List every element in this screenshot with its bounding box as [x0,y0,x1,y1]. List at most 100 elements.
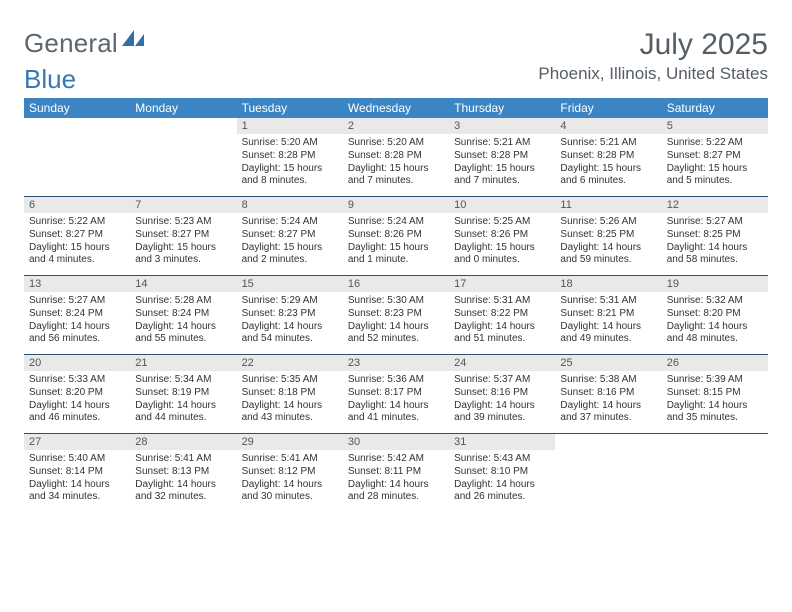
sunset-text: Sunset: 8:19 PM [135,387,231,400]
daylight-line1: Daylight: 14 hours [29,400,125,413]
daylight-line2: and 41 minutes. [348,412,444,425]
daylight-line1: Daylight: 15 hours [560,163,656,176]
sunset-text: Sunset: 8:25 PM [560,229,656,242]
sunrise-text: Sunrise: 5:34 AM [135,374,231,387]
sunset-text: Sunset: 8:28 PM [242,150,338,163]
day-number: 30 [343,434,449,450]
daylight-line2: and 5 minutes. [667,175,763,188]
day-header-friday: Friday [555,98,661,118]
daylight-line2: and 30 minutes. [242,491,338,504]
day-cell: Sunrise: 5:23 AMSunset: 8:27 PMDaylight:… [130,213,236,275]
daynum-row: 13141516171819 [24,276,768,292]
day-cell: Sunrise: 5:25 AMSunset: 8:26 PMDaylight:… [449,213,555,275]
daybody-row: Sunrise: 5:27 AM Sunset: 8:24 PM Daylight:… [24,292,768,354]
daylight-line1: Daylight: 14 hours [454,400,550,413]
day-cell-blank [24,134,130,196]
calendar: SundayMondayTuesdayWednesdayThursdayFrid… [24,98,768,512]
sunset-text: Sunset: 8:24 PM [135,308,231,321]
sunset-text: Sunset: 8:26 PM [454,229,550,242]
sunset-text: Sunset: 8:20 PM [29,387,125,400]
sunrise-text: Sunrise: 5:41 AM [242,453,338,466]
daylight-line2: and 51 minutes. [454,333,550,346]
daylight-line1: Daylight: 14 hours [667,242,763,255]
day-number: 25 [555,355,661,371]
day-number: 6 [24,197,130,213]
daylight-line2: and 58 minutes. [667,254,763,267]
daylight-line1: Daylight: 14 hours [242,321,338,334]
sunrise-text: Sunrise: 5:35 AM [242,374,338,387]
logo: General [24,28,146,59]
day-number: 28 [130,434,236,450]
daylight-line2: and 52 minutes. [348,333,444,346]
daylight-line2: and 7 minutes. [454,175,550,188]
sunset-text: Sunset: 8:16 PM [454,387,550,400]
day-number: 23 [343,355,449,371]
daylight-line1: Daylight: 15 hours [348,163,444,176]
sunset-text: Sunset: 8:10 PM [454,466,550,479]
day-number: 15 [237,276,343,292]
daylight-line1: Daylight: 14 hours [454,479,550,492]
day-number: 9 [343,197,449,213]
sunrise-text: Sunrise: 5:37 AM [454,374,550,387]
week-2: 6789101112Sunrise: 5:22 AMSunset: 8:27 P… [24,196,768,275]
day-header-saturday: Saturday [662,98,768,118]
daynum-row: 6789101112 [24,197,768,213]
day-cell: Sunrise: 5:37 AMSunset: 8:16 PMDaylight:… [449,371,555,433]
daylight-line2: and 28 minutes. [348,491,444,504]
day-number-blank [555,434,661,450]
sunrise-text: Sunrise: 5:38 AM [560,374,656,387]
day-number: 3 [449,118,555,134]
sunset-text: Sunset: 8:22 PM [454,308,550,321]
daylight-line1: Daylight: 15 hours [242,242,338,255]
daylight-line1: Daylight: 15 hours [29,242,125,255]
day-cell: Sunrise: 5:31 AMSunset: 8:22 PMDaylight:… [449,292,555,354]
logo-text-general: General [24,28,118,59]
week-5: 2728293031Sunrise: 5:40 AMSunset: 8:14 P… [24,433,768,512]
sunset-text: Sunset: 8:17 PM [348,387,444,400]
sunset-text: Sunset: 8:23 PM [348,308,444,321]
daylight-line1: Daylight: 15 hours [242,163,338,176]
day-number-blank [130,118,236,134]
daylight-line2: and 44 minutes. [135,412,231,425]
day-number: 14 [130,276,236,292]
day-cell: Sunrise: 5:24 AMSunset: 8:26 PMDaylight:… [343,213,449,275]
day-cell: Sunrise: 5:38 AMSunset: 8:16 PMDaylight:… [555,371,661,433]
sunrise-text: Sunrise: 5:27 AM [667,216,763,229]
daynum-row: 2728293031 [24,434,768,450]
daylight-line2: and 43 minutes. [242,412,338,425]
sunrise-text: Sunrise: 5:39 AM [667,374,763,387]
logo-sail-icon [120,24,146,55]
daynum-row: 12345 [24,118,768,134]
daybody-row: Sunrise: 5:33 AMSunset: 8:20 PMDaylight:… [24,371,768,433]
sunrise-text: Sunrise: 5:36 AM [348,374,444,387]
sunset-text: Sunset: 8:11 PM [348,466,444,479]
sunrise-text: Sunrise: 5:21 AM [454,137,550,150]
day-number-blank [662,434,768,450]
logo-text-blue: Blue [24,64,76,94]
daybody-row: Sunrise: 5:40 AMSunset: 8:14 PMDaylight:… [24,450,768,512]
day-cell: Sunrise: 5:22 AMSunset: 8:27 PMDaylight:… [24,213,130,275]
daylight-line2: and 48 minutes. [667,333,763,346]
sunset-text: Sunset: 8:21 PM [560,308,656,321]
day-cell: Sunrise: 5:43 AMSunset: 8:10 PMDaylight:… [449,450,555,512]
daybody-row: Sunrise: 5:22 AMSunset: 8:27 PMDaylight:… [24,213,768,275]
day-header-tuesday: Tuesday [237,98,343,118]
day-number: 18 [555,276,661,292]
day-header-row: SundayMondayTuesdayWednesdayThursdayFrid… [24,98,768,118]
daylight-line2: and 8 minutes. [242,175,338,188]
day-number: 22 [237,355,343,371]
day-number: 8 [237,197,343,213]
day-header-monday: Monday [130,98,236,118]
day-cell-blank [662,450,768,512]
sunset-text: Sunset: 8:16 PM [560,387,656,400]
day-cell: Sunrise: 5:28 AMSunset: 8:24 PMDaylight:… [130,292,236,354]
day-cell: Sunrise: 5:21 AMSunset: 8:28 PMDaylight:… [449,134,555,196]
sunrise-text: Sunrise: 5:27 AM [29,295,125,308]
sunrise-text: Sunrise: 5:24 AM [348,216,444,229]
day-number: 24 [449,355,555,371]
daynum-row: 20212223242526 [24,355,768,371]
sunset-text: Sunset: 8:15 PM [667,387,763,400]
sunrise-text: Sunrise: 5:20 AM [242,137,338,150]
weeks-container: 12345Sunrise: 5:20 AMSunset: 8:28 PMDayl… [24,118,768,512]
sunrise-text: Sunrise: 5:28 AM [135,295,231,308]
